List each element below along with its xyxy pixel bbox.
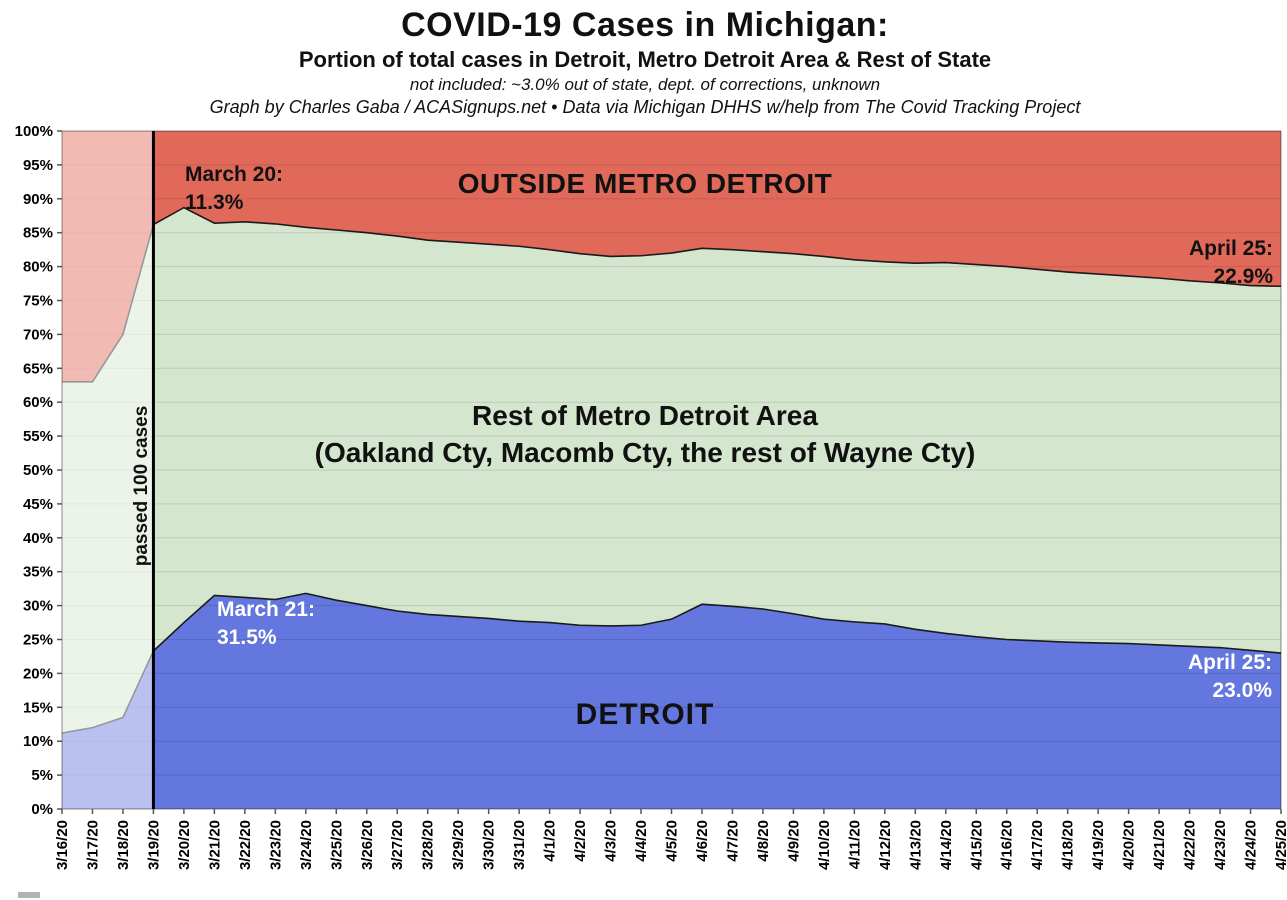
annotation-line: March 21: xyxy=(217,598,316,621)
annotation-line: 23.0% xyxy=(1212,679,1272,702)
svg-text:4/20/20: 4/20/20 xyxy=(1121,820,1138,870)
svg-text:85%: 85% xyxy=(23,225,53,242)
svg-text:4/25/20: 4/25/20 xyxy=(1273,820,1287,870)
svg-text:95%: 95% xyxy=(23,157,53,174)
svg-text:45%: 45% xyxy=(23,496,53,513)
svg-text:4/18/20: 4/18/20 xyxy=(1060,820,1077,870)
annotation-march-20: March 20: 11.3% xyxy=(185,161,283,217)
svg-text:65%: 65% xyxy=(23,360,53,377)
svg-text:4/22/20: 4/22/20 xyxy=(1182,820,1199,870)
svg-text:75%: 75% xyxy=(23,293,53,310)
svg-text:4/11/20: 4/11/20 xyxy=(846,820,863,869)
svg-text:70%: 70% xyxy=(23,326,53,343)
svg-text:3/19/20: 3/19/20 xyxy=(145,820,162,870)
chart-subtitle: Portion of total cases in Detroit, Metro… xyxy=(298,47,992,72)
annotation-april-25-detroit: April 25: 23.0% xyxy=(1188,649,1272,705)
svg-text:80%: 80% xyxy=(23,259,53,276)
svg-text:4/10/20: 4/10/20 xyxy=(816,820,833,870)
legend-fragment xyxy=(18,892,40,898)
svg-text:3/25/20: 3/25/20 xyxy=(328,820,345,870)
annotation-april-25-outside: April 25: 22.9% xyxy=(1189,235,1273,291)
svg-text:4/15/20: 4/15/20 xyxy=(968,820,985,870)
label-detroit: DETROIT xyxy=(575,698,715,731)
svg-text:4/12/20: 4/12/20 xyxy=(877,820,894,870)
svg-text:3/22/20: 3/22/20 xyxy=(237,820,254,870)
svg-text:90%: 90% xyxy=(23,191,53,208)
annotation-line: 31.5% xyxy=(217,626,277,649)
svg-text:3/31/20: 3/31/20 xyxy=(511,820,528,870)
svg-text:30%: 30% xyxy=(23,598,53,615)
event-line-label: passed 100 cases xyxy=(131,405,152,567)
svg-text:3/27/20: 3/27/20 xyxy=(389,820,406,870)
svg-text:3/16/20: 3/16/20 xyxy=(54,820,71,870)
svg-text:4/19/20: 4/19/20 xyxy=(1090,820,1107,870)
annotation-line: March 20: xyxy=(185,163,284,186)
svg-text:4/6/20: 4/6/20 xyxy=(694,820,711,862)
svg-text:4/7/20: 4/7/20 xyxy=(724,820,741,862)
svg-text:55%: 55% xyxy=(23,428,53,445)
svg-text:40%: 40% xyxy=(23,530,53,547)
annotation-march-21: March 21: 31.5% xyxy=(217,596,315,652)
svg-text:3/24/20: 3/24/20 xyxy=(298,820,315,870)
svg-text:5%: 5% xyxy=(31,767,53,784)
svg-text:100%: 100% xyxy=(15,123,53,140)
svg-text:4/1/20: 4/1/20 xyxy=(542,820,559,862)
svg-text:0%: 0% xyxy=(31,801,53,818)
svg-text:25%: 25% xyxy=(23,632,53,649)
svg-text:4/16/20: 4/16/20 xyxy=(999,820,1016,870)
label-rest-of-metro-line1: Rest of Metro Detroit Area xyxy=(472,400,818,431)
svg-text:35%: 35% xyxy=(23,564,53,581)
svg-text:3/30/20: 3/30/20 xyxy=(481,820,498,870)
svg-text:4/23/20: 4/23/20 xyxy=(1212,820,1229,870)
annotation-line: 22.9% xyxy=(1213,265,1273,288)
svg-text:3/18/20: 3/18/20 xyxy=(115,820,132,870)
svg-text:3/23/20: 3/23/20 xyxy=(267,820,284,870)
svg-text:4/3/20: 4/3/20 xyxy=(603,820,620,862)
svg-text:3/28/20: 3/28/20 xyxy=(420,820,437,870)
svg-text:3/21/20: 3/21/20 xyxy=(206,820,223,870)
svg-text:3/20/20: 3/20/20 xyxy=(176,820,193,870)
chart-title: COVID-19 Cases in Michigan: xyxy=(401,6,889,44)
svg-text:3/26/20: 3/26/20 xyxy=(359,820,376,870)
label-rest-of-metro-line2: (Oakland Cty, Macomb Cty, the rest of Wa… xyxy=(314,437,976,468)
svg-text:4/4/20: 4/4/20 xyxy=(633,820,650,862)
svg-text:60%: 60% xyxy=(23,394,53,411)
annotation-line: April 25: xyxy=(1188,237,1273,260)
svg-text:10%: 10% xyxy=(23,733,53,750)
label-rest-of-metro: Rest of Metro Detroit Area (Oakland Cty,… xyxy=(0,397,1287,471)
svg-text:20%: 20% xyxy=(23,665,53,682)
svg-text:4/14/20: 4/14/20 xyxy=(938,820,955,870)
svg-text:4/13/20: 4/13/20 xyxy=(907,820,924,870)
svg-text:3/29/20: 3/29/20 xyxy=(450,820,467,870)
label-outside-metro-detroit: OUTSIDE METRO DETROIT xyxy=(457,168,833,199)
svg-text:4/5/20: 4/5/20 xyxy=(664,820,681,862)
annotation-line: April 25: xyxy=(1187,651,1272,674)
chart-note: not included: ~3.0% out of state, dept. … xyxy=(409,75,881,94)
svg-text:50%: 50% xyxy=(23,462,53,479)
svg-text:4/21/20: 4/21/20 xyxy=(1151,820,1168,870)
svg-text:4/2/20: 4/2/20 xyxy=(572,820,589,862)
svg-text:4/9/20: 4/9/20 xyxy=(785,820,802,862)
svg-text:15%: 15% xyxy=(23,699,53,716)
svg-text:4/17/20: 4/17/20 xyxy=(1029,820,1046,870)
svg-text:4/8/20: 4/8/20 xyxy=(755,820,772,862)
chart-credit: Graph by Charles Gaba / ACASignups.net •… xyxy=(209,97,1081,117)
svg-text:3/17/20: 3/17/20 xyxy=(84,820,101,870)
svg-text:4/24/20: 4/24/20 xyxy=(1243,820,1260,870)
annotation-line: 11.3% xyxy=(185,191,244,214)
